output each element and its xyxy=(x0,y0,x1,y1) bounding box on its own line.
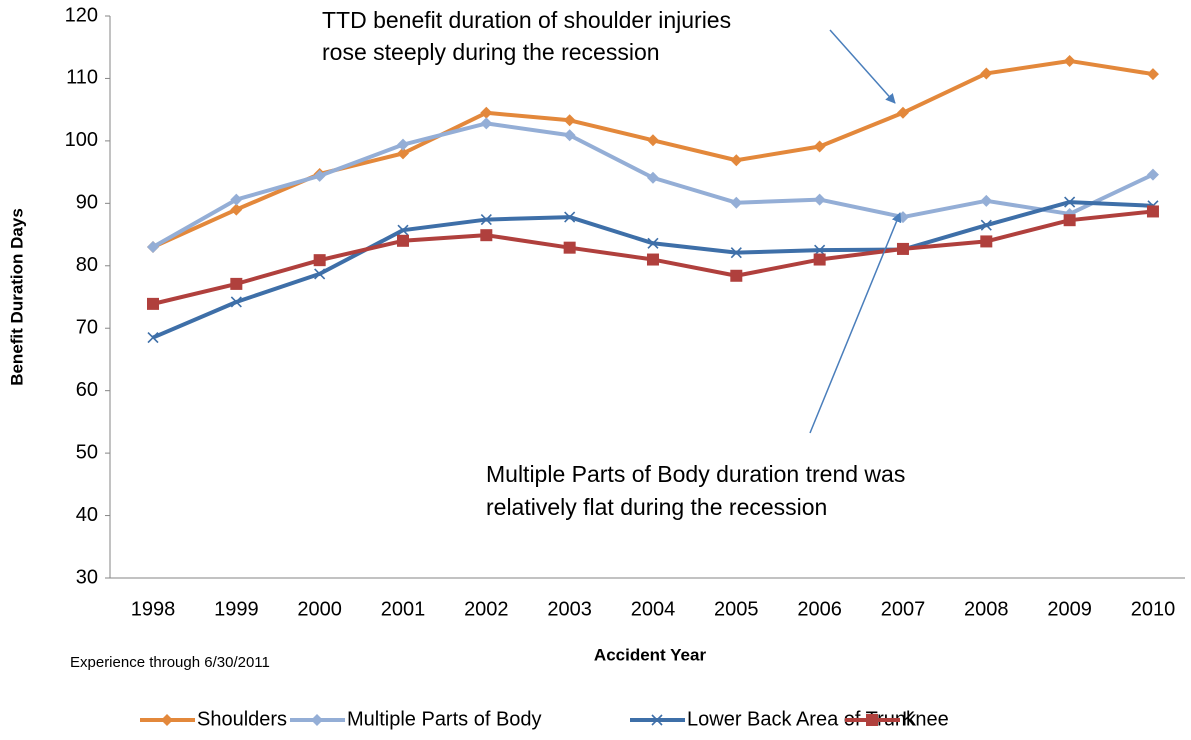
point xyxy=(646,171,659,184)
point xyxy=(1063,214,1076,227)
point xyxy=(980,67,993,80)
legend-label: Lower Back Area of Trunk xyxy=(687,708,917,730)
point xyxy=(480,229,493,242)
point xyxy=(313,169,326,182)
y-tick-label: 120 xyxy=(65,4,98,26)
y-tick-label: 50 xyxy=(76,441,98,463)
point xyxy=(730,196,743,209)
point xyxy=(563,241,576,254)
y-tick-label: 110 xyxy=(66,67,98,89)
point xyxy=(147,297,159,310)
point xyxy=(813,140,826,153)
point xyxy=(147,241,159,254)
legend-label: Multiple Parts of Body xyxy=(347,708,542,730)
y-tick-label: 60 xyxy=(76,379,98,401)
note: Experience through 6/30/2011 xyxy=(70,654,270,671)
point xyxy=(646,253,659,266)
series-line xyxy=(152,200,1154,340)
point xyxy=(1146,68,1159,81)
point xyxy=(230,296,242,308)
x-axis-label: Accident Year xyxy=(594,645,707,664)
point xyxy=(647,237,659,249)
point xyxy=(480,214,492,226)
y-tick-label: 100 xyxy=(65,129,98,151)
point xyxy=(813,193,826,206)
point xyxy=(1146,168,1159,181)
y-tick-label: 90 xyxy=(76,192,98,214)
x-tick-label: 2005 xyxy=(714,598,759,620)
legend-marker xyxy=(161,714,173,726)
point xyxy=(813,253,826,266)
point xyxy=(480,117,493,130)
point xyxy=(396,234,409,247)
point xyxy=(1063,54,1076,67)
x-tick-label: 2002 xyxy=(464,598,509,620)
point xyxy=(230,193,243,206)
point xyxy=(397,224,409,236)
legend-marker xyxy=(311,714,323,726)
x-tick-label: 2007 xyxy=(881,598,926,620)
point xyxy=(980,219,992,231)
legend-marker xyxy=(866,714,878,726)
point xyxy=(730,269,743,282)
y-tick-label: 80 xyxy=(76,254,98,276)
point xyxy=(563,129,576,142)
x-tick-label: 2008 xyxy=(964,598,1009,620)
point xyxy=(730,154,743,167)
y-tick-label: 30 xyxy=(76,566,98,588)
x-tick-label: 2006 xyxy=(797,598,842,620)
point xyxy=(563,114,576,127)
x-tick-label: 2000 xyxy=(297,598,342,620)
legend-marker xyxy=(651,714,663,726)
y-tick-label: 70 xyxy=(76,317,98,339)
x-tick-label: 2010 xyxy=(1131,598,1176,620)
arrow xyxy=(809,212,902,434)
point xyxy=(147,332,159,344)
point xyxy=(980,194,993,207)
point xyxy=(313,254,326,267)
x-tick-label: 1999 xyxy=(214,598,259,620)
y-tick-label: 40 xyxy=(76,504,98,526)
point xyxy=(314,268,326,280)
point xyxy=(980,235,993,248)
point xyxy=(646,134,659,147)
x-tick-label: 2009 xyxy=(1047,598,1092,620)
point xyxy=(896,106,909,119)
legend-label: Shoulders xyxy=(197,708,287,730)
point xyxy=(730,247,742,259)
y-axis-label: Benefit Duration Days xyxy=(7,208,26,386)
annotation: Multiple Parts of Body duration trend wa… xyxy=(486,461,905,487)
x-tick-label: 1998 xyxy=(131,598,176,620)
arrow xyxy=(829,29,896,104)
x-tick-label: 2004 xyxy=(631,598,676,620)
point xyxy=(814,244,826,256)
point xyxy=(896,242,909,255)
legend-label: Knee xyxy=(902,708,949,730)
point xyxy=(396,138,409,151)
point xyxy=(396,147,409,160)
point xyxy=(564,211,576,223)
x-tick-label: 2003 xyxy=(547,598,592,620)
annotation: relatively flat during the recession xyxy=(486,494,827,520)
point xyxy=(1064,196,1076,208)
point xyxy=(230,277,243,290)
x-tick-label: 2001 xyxy=(381,598,426,620)
point xyxy=(1146,205,1159,218)
point xyxy=(480,106,493,119)
annotation: rose steeply during the recession xyxy=(322,39,660,65)
annotation: TTD benefit duration of shoulder injurie… xyxy=(322,7,731,33)
point xyxy=(230,203,243,216)
